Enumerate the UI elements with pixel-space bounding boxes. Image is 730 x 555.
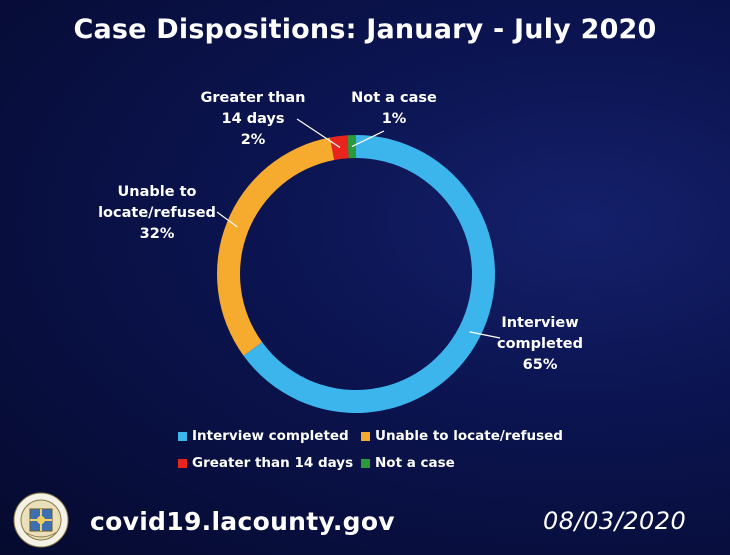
slice-percent: 2% xyxy=(240,132,266,148)
footer-date: 08/03/2020 xyxy=(543,507,687,535)
slice-label-line: Not a case xyxy=(351,90,437,106)
legend-label: Greater than 14 days xyxy=(192,455,354,471)
slice-label-line: Unable to xyxy=(117,184,197,200)
slice-percent: 1% xyxy=(381,111,407,127)
legend-label: Unable to locate/refused xyxy=(375,428,563,444)
legend-swatch xyxy=(178,431,187,441)
leader-line xyxy=(351,130,385,148)
slice-label-greater-than-14-days: Greater than 14 days 2% xyxy=(198,88,308,151)
slice-label-not-a-case: Not a case 1% xyxy=(342,88,446,130)
county-seal-icon xyxy=(13,492,69,548)
donut-slice-unable-to-locate-refused xyxy=(216,137,335,356)
leader-line xyxy=(216,211,238,228)
footer-url[interactable]: covid19.lacounty.gov xyxy=(90,507,395,536)
chart-title: Case Dispositions: January - July 2020 xyxy=(73,14,657,45)
leader-line xyxy=(296,118,341,149)
slice-label-line: Greater than xyxy=(200,90,306,106)
legend-item-not-a-case: Not a case xyxy=(361,455,455,471)
slice-label-unable-to-locate: Unable to locate/refused 32% xyxy=(92,182,222,245)
leader-line xyxy=(469,331,501,339)
legend-item-interview-completed: Interview completed xyxy=(178,428,349,444)
legend-label: Interview completed xyxy=(192,428,349,444)
legend-swatch xyxy=(361,458,370,468)
slice-label-line: Interview xyxy=(501,315,579,331)
legend-label: Not a case xyxy=(375,455,455,471)
slice-label-line: completed xyxy=(497,336,583,352)
legend-item-greater-than-14-days: Greater than 14 days xyxy=(178,455,353,471)
slice-label-interview-completed: Interview completed 65% xyxy=(485,313,595,376)
slice-label-line: 14 days xyxy=(221,111,285,127)
legend-item-unable-to-locate: Unable to locate/refused xyxy=(361,428,563,444)
slice-percent: 32% xyxy=(139,226,175,242)
slice-label-line: locate/refused xyxy=(98,205,216,221)
legend-swatch xyxy=(178,458,187,468)
donut-slice-not-a-case xyxy=(347,135,356,159)
legend-swatch xyxy=(361,431,370,441)
slice-percent: 65% xyxy=(522,357,558,373)
